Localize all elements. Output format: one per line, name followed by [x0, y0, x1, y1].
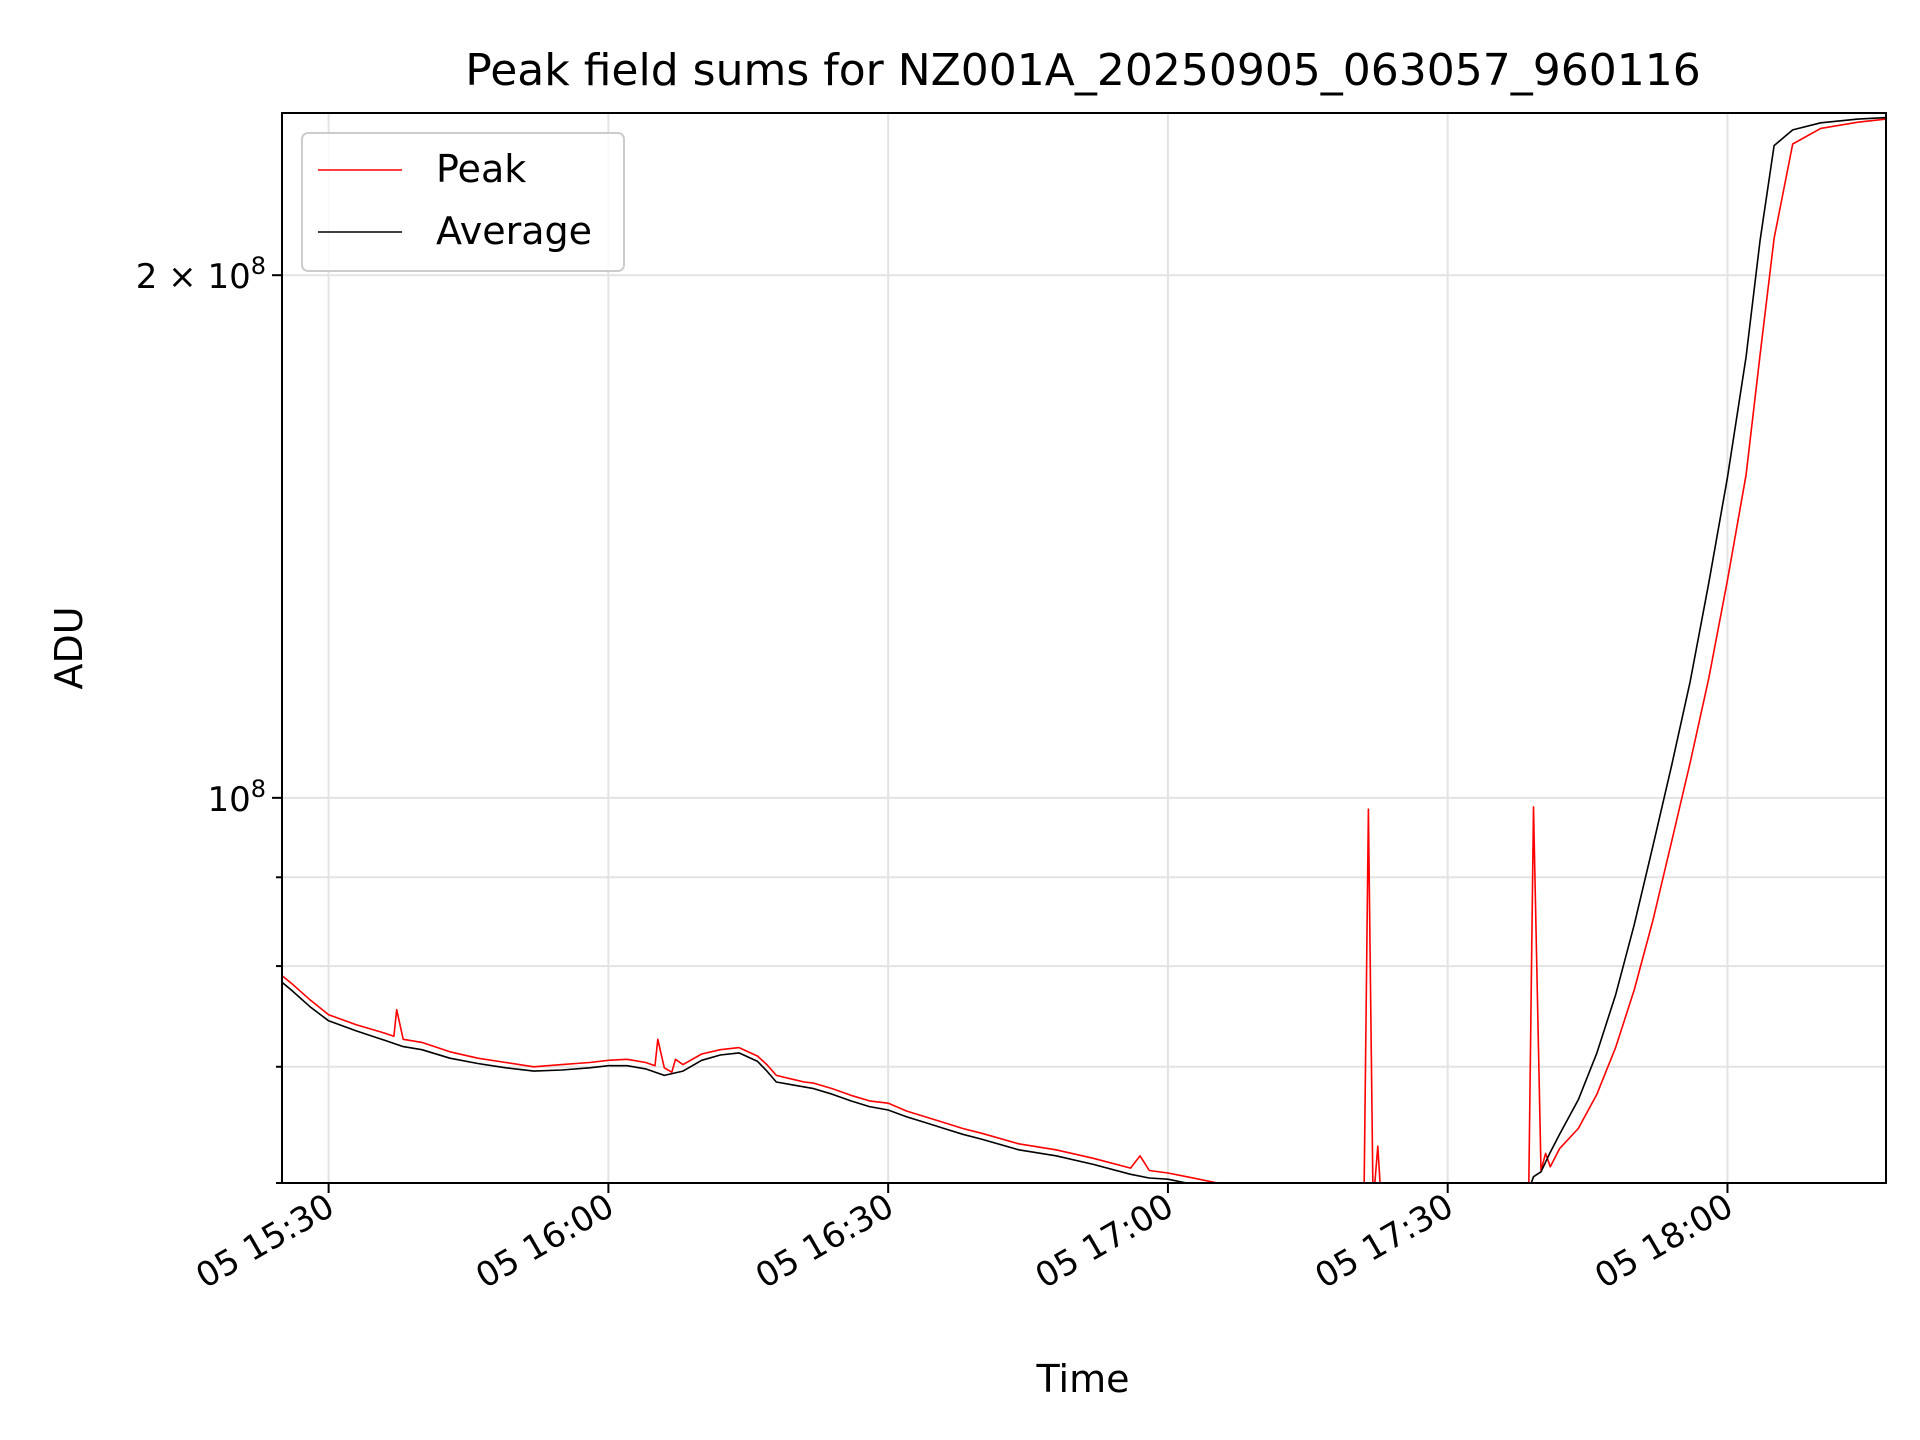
series-line-average [282, 116, 1886, 1183]
plot-series [282, 116, 1886, 1183]
legend-label-average: Average [436, 209, 592, 253]
legend-label-peak: Peak [436, 147, 526, 191]
grid [282, 113, 1886, 1184]
legend: Peak Average [301, 132, 625, 272]
legend-box [301, 132, 625, 272]
series-line-peak [282, 118, 1886, 1183]
y-axis-label: ADU [47, 606, 91, 689]
chart-title: Peak field sums for NZ001A_20250905_0630… [465, 45, 1700, 96]
plot-frame [281, 112, 1887, 1184]
x-axis-label: Time [1036, 1357, 1130, 1401]
y-tick-label: 108 [207, 775, 266, 820]
y-tick-label: 2 × 108 [136, 252, 266, 297]
